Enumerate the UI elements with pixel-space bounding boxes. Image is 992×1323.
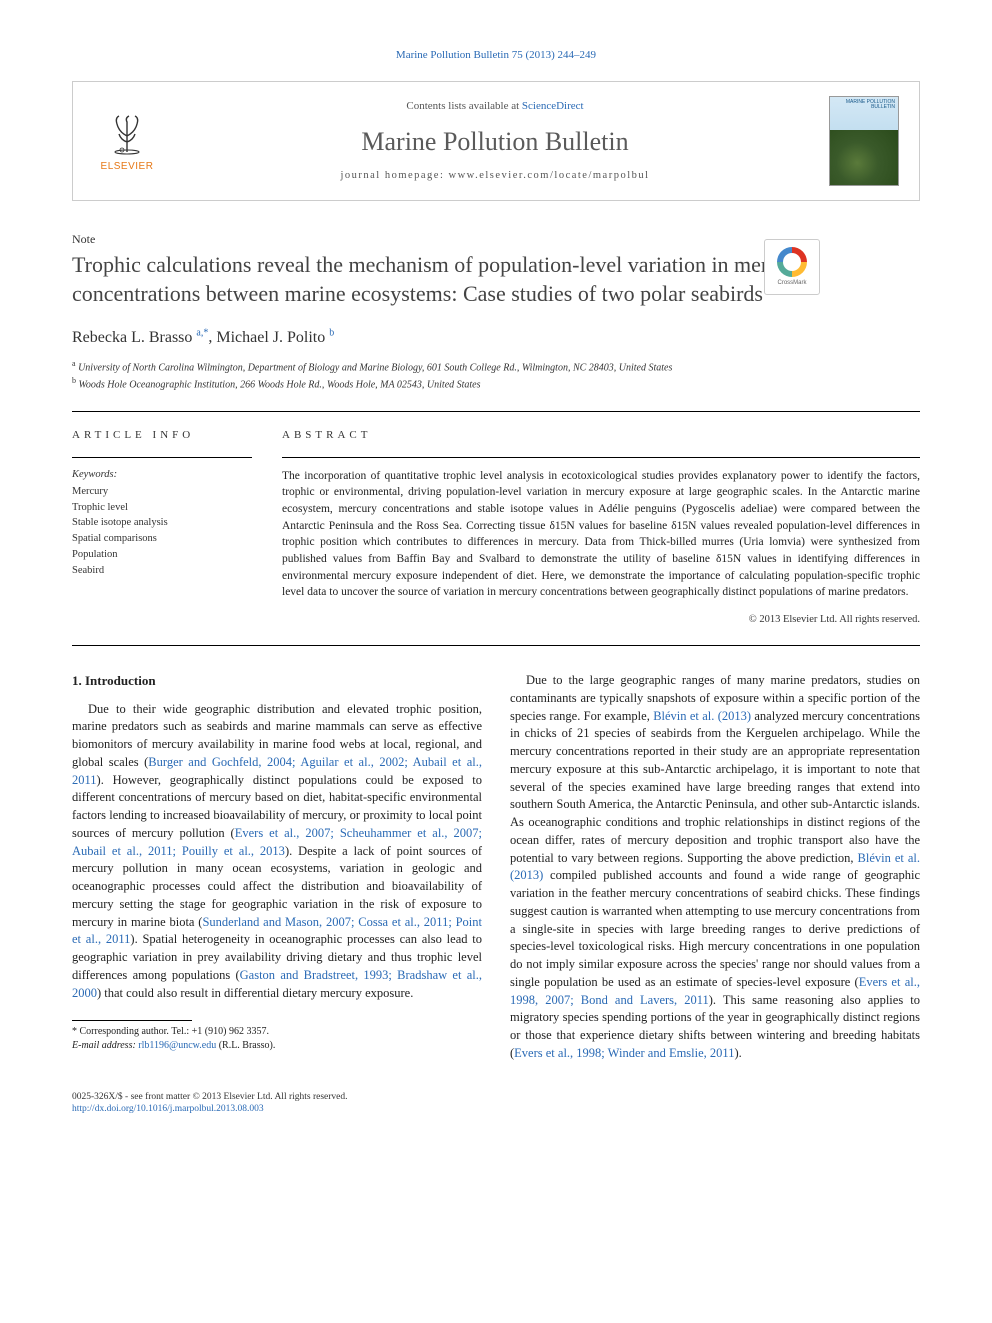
corresponding-author-footnote: * Corresponding author. Tel.: +1 (910) 9…	[72, 1025, 482, 1053]
contents-available: Contents lists available at ScienceDirec…	[171, 99, 819, 114]
abstract-heading: ABSTRACT	[282, 428, 920, 443]
issn-line: 0025-326X/$ - see front matter © 2013 El…	[72, 1091, 348, 1103]
keyword: Seabird	[72, 563, 252, 579]
affiliation-b: b Woods Hole Oceanographic Institution, …	[72, 375, 920, 392]
citation-link[interactable]: Evers et al., 1998; Winder and Emslie, 2…	[514, 1046, 734, 1060]
keyword: Spatial comparisons	[72, 531, 252, 547]
cover-image	[830, 130, 898, 185]
footnote-separator	[72, 1020, 192, 1021]
copyright-line: © 2013 Elsevier Ltd. All rights reserved…	[282, 613, 920, 627]
homepage-url[interactable]: www.elsevier.com/locate/marpolbul	[449, 170, 650, 181]
crossmark-label: CrossMark	[777, 279, 806, 287]
keywords-list: Mercury Trophic level Stable isotope ana…	[72, 484, 252, 579]
publisher-logo[interactable]: ELSEVIER	[93, 102, 161, 180]
article-info-heading: ARTICLE INFO	[72, 428, 252, 443]
cover-title: MARINE POLLUTION BULLETIN	[830, 97, 898, 111]
keyword: Trophic level	[72, 500, 252, 516]
elsevier-tree-icon	[103, 108, 151, 156]
authors-line: Rebecka L. Brasso a,*, Michael J. Polito…	[72, 326, 920, 348]
journal-cover-thumbnail[interactable]: MARINE POLLUTION BULLETIN	[829, 96, 899, 186]
keywords-label: Keywords:	[72, 468, 252, 482]
doi-link[interactable]: http://dx.doi.org/10.1016/j.marpolbul.20…	[72, 1104, 264, 1114]
journal-header: ELSEVIER Contents lists available at Sci…	[72, 81, 920, 201]
author-1: Rebecka L. Brasso a,*	[72, 329, 208, 346]
affiliation-a: a University of North Carolina Wilmingto…	[72, 358, 920, 375]
citation-link[interactable]: Blévin et al. (2013)	[653, 709, 751, 723]
email-link[interactable]: rlb1196@uncw.edu	[138, 1040, 216, 1051]
crossmark-icon	[777, 247, 807, 277]
affiliations: a University of North Carolina Wilmingto…	[72, 358, 920, 393]
section-1-heading: 1. Introduction	[72, 672, 482, 690]
divider	[72, 645, 920, 646]
body-paragraph-1: Due to their wide geographic distributio…	[72, 701, 482, 1003]
keyword: Population	[72, 547, 252, 563]
author-2: Michael J. Polito b	[216, 329, 334, 346]
abstract-text: The incorporation of quantitative trophi…	[282, 468, 920, 601]
journal-name: Marine Pollution Bulletin	[171, 124, 819, 159]
keyword: Mercury	[72, 484, 252, 500]
publisher-name: ELSEVIER	[101, 160, 154, 174]
citation-line: Marine Pollution Bulletin 75 (2013) 244–…	[72, 48, 920, 63]
divider	[72, 411, 920, 412]
journal-homepage: journal homepage: www.elsevier.com/locat…	[171, 169, 819, 183]
citation-link[interactable]: Marine Pollution Bulletin 75 (2013) 244–…	[396, 49, 596, 61]
keyword: Stable isotope analysis	[72, 515, 252, 531]
body-paragraph-2: Due to the large geographic ranges of ma…	[510, 672, 920, 1063]
page-footer: 0025-326X/$ - see front matter © 2013 El…	[72, 1085, 920, 1116]
sciencedirect-link[interactable]: ScienceDirect	[522, 100, 584, 112]
crossmark-badge[interactable]: CrossMark	[764, 239, 820, 295]
